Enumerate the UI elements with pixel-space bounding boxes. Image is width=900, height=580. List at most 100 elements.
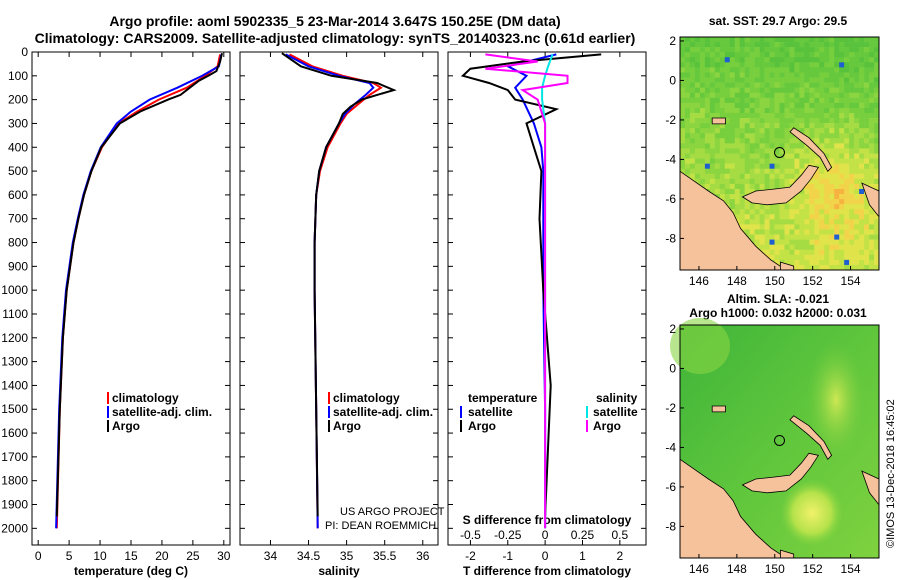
sst-cell: [694, 102, 701, 109]
sst-cell: [759, 123, 765, 129]
sst-cell: [719, 62, 726, 68]
sst-cell: [819, 234, 825, 240]
sst-cell: [829, 199, 835, 205]
sst-cell: [824, 82, 830, 88]
sst-cell: [874, 87, 880, 94]
sst-cell: [874, 107, 880, 114]
sst-cell: [844, 214, 850, 220]
difference-panel: T difference from climatology S differen…: [447, 51, 647, 578]
sst-cell: [824, 42, 830, 48]
sst-cell: [839, 72, 845, 78]
sst-cell: [789, 259, 795, 266]
sst-cell: [824, 148, 830, 154]
sst-cell: [829, 204, 835, 210]
sst-cell: [839, 224, 845, 230]
sst-cell: [764, 42, 770, 48]
sst-cell: [829, 158, 835, 164]
sst-cell: [684, 82, 691, 88]
sst-cell: [744, 204, 750, 210]
sst-cell: [874, 239, 880, 245]
sst-cell: [789, 199, 795, 205]
sst-cell: [854, 77, 860, 83]
sst-cell: [844, 178, 850, 185]
sst-cell: [684, 77, 691, 83]
sst-cell: [809, 128, 815, 134]
sst-cell: [799, 77, 805, 83]
sst-cell: [759, 42, 765, 48]
sst-cell: [724, 173, 731, 180]
sst-cell: [714, 77, 721, 83]
sst-cell: [719, 52, 726, 58]
sst-cell: [779, 168, 785, 175]
sst-cell: [734, 42, 740, 48]
sst-cell: [724, 188, 731, 195]
sst-cell: [744, 62, 750, 68]
sst-cell: [779, 214, 785, 220]
sst-cell: [754, 123, 760, 129]
sst-cell: [774, 209, 780, 215]
sst-cell: [779, 52, 785, 58]
sst-cell: [814, 209, 820, 215]
sst-cell: [694, 87, 701, 94]
sst-cell: [704, 123, 711, 129]
sst-cell: [824, 143, 830, 149]
sst-cell: [739, 67, 745, 73]
sst-cell: [689, 77, 696, 83]
sst-cell: [844, 92, 850, 99]
land-new-ireland: [789, 415, 833, 460]
sst-cell: [739, 224, 745, 230]
sst-cell: [719, 47, 726, 53]
sst-cell: [704, 92, 711, 99]
sst-cell: [734, 72, 740, 78]
sst-cell: [739, 138, 745, 144]
sst-cell: [724, 148, 731, 154]
sst-cell: [729, 153, 736, 159]
sst-cell: [709, 52, 716, 58]
sst-cell: [789, 62, 795, 68]
sst-cell: [694, 92, 701, 99]
sst-cell: [829, 102, 835, 109]
x-tick-label: 25: [186, 549, 200, 563]
sst-cell: [824, 264, 830, 271]
sst-cell: [844, 148, 850, 154]
sst-cell: [784, 244, 790, 251]
sst-cell: [814, 199, 820, 205]
sst-cell: [734, 148, 740, 154]
sst-cell: [804, 158, 810, 164]
sst-cell: [769, 92, 775, 99]
sst-cell: [724, 138, 731, 144]
sst-cell: [784, 102, 790, 109]
sst-cell: [709, 57, 716, 63]
sst-cell: [849, 97, 855, 104]
sst-cell: [809, 224, 815, 230]
sst-cell: [824, 153, 830, 159]
sst-cell: [734, 97, 740, 104]
sst-cell: [849, 178, 855, 185]
sst-cell: [849, 183, 855, 190]
sst-cell: [749, 37, 755, 43]
sst-cell: [699, 153, 706, 159]
sst-cell: [799, 239, 805, 245]
sst-cell: [744, 153, 750, 159]
salinity-panel: salinity 34 34.5 35 35.5 36 climatology sate…: [239, 51, 445, 578]
sst-cell: [869, 52, 875, 58]
sst-cell: [834, 214, 840, 220]
sst-cell: [874, 102, 880, 109]
sst-cell: [809, 194, 815, 200]
sst-cell: [724, 112, 731, 119]
series-s-argo: [485, 53, 569, 529]
sst-cell: [829, 153, 835, 159]
sst-cell: [839, 82, 845, 88]
sst-cell: [794, 254, 800, 261]
sst-cell: [824, 128, 830, 134]
sst-cell: [864, 219, 870, 225]
sst-cell: [784, 183, 790, 190]
sst-cell: [864, 229, 870, 235]
sst-cell: [849, 143, 855, 149]
sst-cell: [744, 229, 750, 235]
sst-cell: [789, 214, 795, 220]
sst-cell: [749, 188, 755, 195]
sst-cell: [719, 148, 726, 154]
sst-cell: [694, 112, 701, 119]
sst-cell: [714, 158, 721, 164]
